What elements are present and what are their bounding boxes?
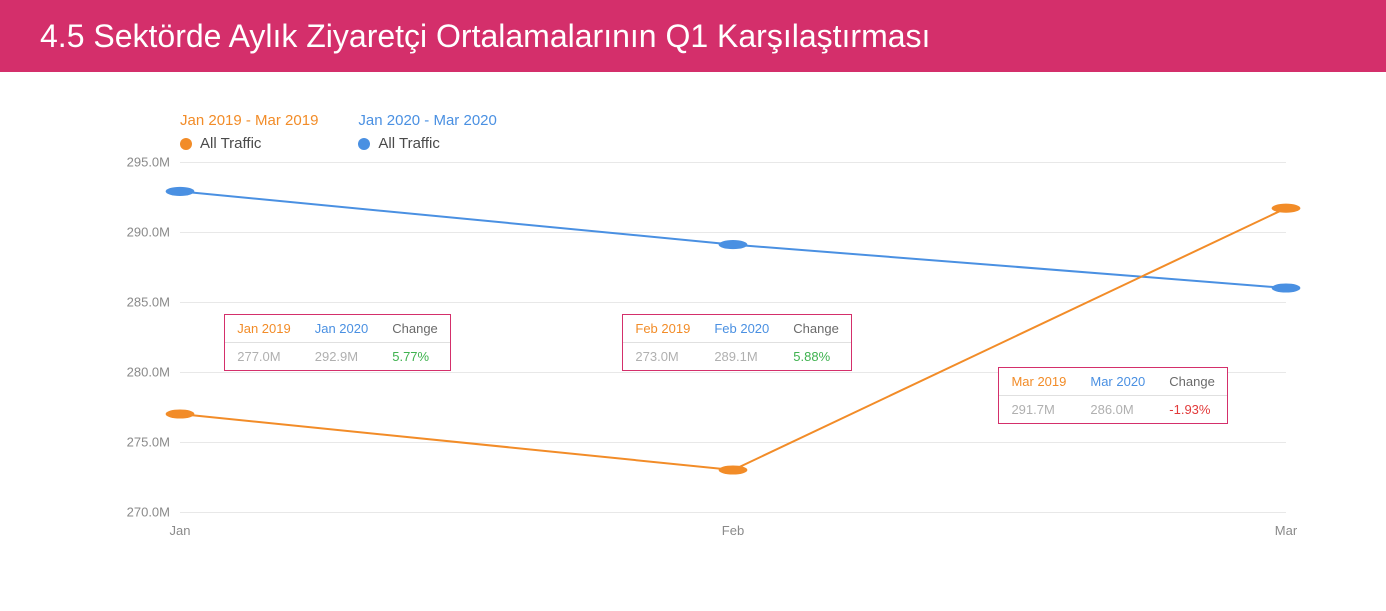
comparison-box: Mar 2019Mar 2020Change 291.7M286.0M-1.93% xyxy=(998,367,1227,424)
box-value-change: 5.88% xyxy=(781,343,851,371)
x-tick-label: Mar xyxy=(1275,523,1297,538)
box-value-2020: 292.9M xyxy=(303,343,381,371)
x-tick-label: Feb xyxy=(722,523,744,538)
y-tick-label: 295.0M xyxy=(110,155,170,170)
box-header-2019: Feb 2019 xyxy=(623,315,702,343)
legend-period-2019: Jan 2019 - Mar 2019 xyxy=(180,112,318,129)
legend-series-2019: Jan 2019 - Mar 2019 All Traffic xyxy=(180,112,318,152)
chart-container: Jan 2019 - Mar 2019 All Traffic Jan 2020… xyxy=(0,72,1386,611)
box-header-change: Change xyxy=(380,315,450,343)
box-header-2019: Jan 2019 xyxy=(225,315,303,343)
box-header-2020: Jan 2020 xyxy=(303,315,381,343)
grid-line xyxy=(180,512,1286,513)
page-title: 4.5 Sektörde Aylık Ziyaretçi Ortalamalar… xyxy=(40,18,930,55)
box-header-2019: Mar 2019 xyxy=(999,368,1078,396)
legend-period-2020: Jan 2020 - Mar 2020 xyxy=(358,112,496,129)
box-value-change: 5.77% xyxy=(380,343,450,371)
legend-dot-2020-icon xyxy=(358,138,370,150)
y-axis: 270.0M275.0M280.0M285.0M290.0M295.0M xyxy=(110,162,170,512)
box-header-2020: Feb 2020 xyxy=(702,315,781,343)
series-point xyxy=(166,409,195,418)
legend-series-2020: Jan 2020 - Mar 2020 All Traffic xyxy=(358,112,496,152)
series-point xyxy=(1272,204,1301,213)
box-header-change: Change xyxy=(781,315,851,343)
legend-dot-2019-icon xyxy=(180,138,192,150)
box-value-2020: 289.1M xyxy=(702,343,781,371)
series-point xyxy=(719,240,748,249)
y-tick-label: 270.0M xyxy=(110,505,170,520)
chart-legend: Jan 2019 - Mar 2019 All Traffic Jan 2020… xyxy=(180,112,1326,152)
series-point xyxy=(719,465,748,474)
series-point xyxy=(1272,283,1301,292)
comparison-box: Jan 2019Jan 2020Change 277.0M292.9M5.77% xyxy=(224,314,451,371)
y-tick-label: 275.0M xyxy=(110,435,170,450)
box-value-2019: 277.0M xyxy=(225,343,303,371)
legend-label-2020: All Traffic xyxy=(378,135,439,152)
y-tick-label: 285.0M xyxy=(110,295,170,310)
comparison-box: Feb 2019Feb 2020Change 273.0M289.1M5.88% xyxy=(622,314,851,371)
x-axis: JanFebMar xyxy=(180,512,1286,542)
x-tick-label: Jan xyxy=(170,523,191,538)
series-point xyxy=(166,187,195,196)
y-tick-label: 280.0M xyxy=(110,365,170,380)
header-bar: 4.5 Sektörde Aylık Ziyaretçi Ortalamalar… xyxy=(0,0,1386,72)
box-header-change: Change xyxy=(1157,368,1227,396)
box-value-change: -1.93% xyxy=(1157,396,1227,424)
legend-label-2019: All Traffic xyxy=(200,135,261,152)
box-header-2020: Mar 2020 xyxy=(1078,368,1157,396)
y-tick-label: 290.0M xyxy=(110,225,170,240)
box-value-2019: 273.0M xyxy=(623,343,702,371)
series-line xyxy=(180,191,1286,288)
plot-area: 270.0M275.0M280.0M285.0M290.0M295.0M Jan… xyxy=(180,162,1286,542)
box-value-2020: 286.0M xyxy=(1078,396,1157,424)
box-value-2019: 291.7M xyxy=(999,396,1078,424)
